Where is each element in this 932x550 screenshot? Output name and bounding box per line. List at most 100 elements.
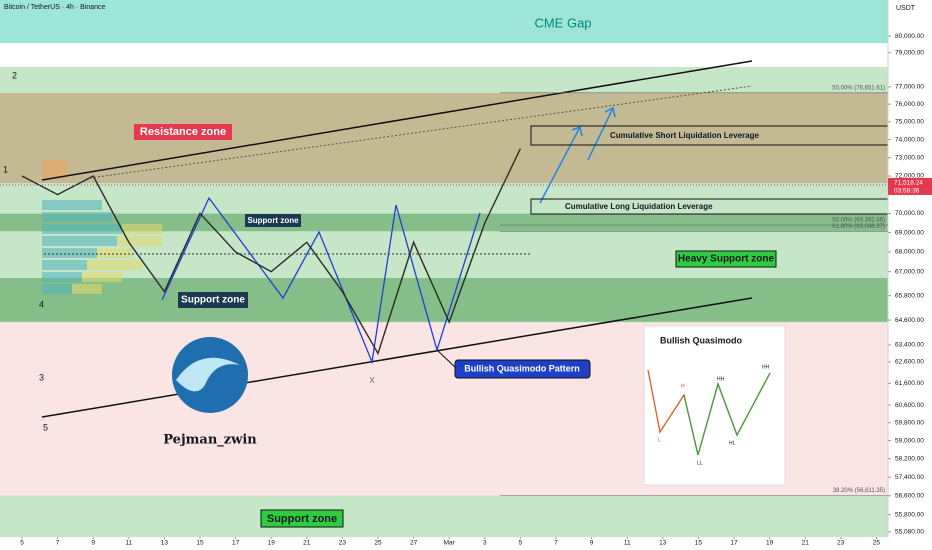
profile-bar [42,272,82,282]
y-tick-label: 80,000.00 [895,33,924,40]
author: Pejman_zwin [163,433,257,448]
x-tick-label: 23 [837,540,845,547]
y-tick-label: 79,000.00 [895,49,924,56]
zone-label: Support zone [247,216,299,225]
profile-bar [42,224,122,234]
wave-label: 4 [39,299,44,309]
inset-title: Bullish Quasimodo [660,335,743,345]
y-tick-label: 76,000.00 [895,101,924,108]
inset-label: HH [717,376,725,382]
price-axis [888,0,932,550]
x-tick-label: 13 [659,540,667,547]
y-tick-label: 73,000.00 [895,154,924,161]
y-tick-label: 61,600.00 [895,380,924,387]
zone-label: CME Gap [534,15,591,30]
y-tick-label: 65,800.00 [895,292,924,299]
profile-bar [42,160,67,180]
label-box [260,509,344,528]
x-tick-label: 3 [483,540,487,547]
annotation: Cumulative Short Liquidation Leverage [610,131,759,140]
wave-label: 3 [39,372,44,382]
profile-bar [87,260,142,270]
last-price-box [888,177,932,195]
y-tick-label: 77,000.00 [895,84,924,91]
fib-label: 50.00% (69,392.86) [832,218,885,224]
currency: USDT [896,5,916,12]
annotation: Bullish Quasimodo Pattern [464,363,580,373]
x-tick-label: 17 [730,540,738,547]
zone [0,213,888,232]
zone-label: Support zone [181,295,245,306]
y-tick-label: 58,200.00 [895,455,924,462]
y-tick-label: 67,000.00 [895,268,924,275]
x-tick-label: 25 [873,540,881,547]
label-box [178,292,248,308]
y-tick-label: 70,000.00 [895,210,924,217]
y-tick-label: 57,400.00 [895,474,924,481]
x-tick-label: 9 [590,540,594,547]
inset-label: HL [729,440,736,446]
logo-wave [176,357,240,392]
profile-bar [42,212,112,222]
zone [0,278,888,322]
y-tick-label: 55,080.00 [895,529,924,536]
trend-line [41,297,753,418]
y-tick-label: 63,400.00 [895,342,924,349]
profile-bar [97,248,132,258]
annotation: Cumulative Long Liquidation Leverage [565,202,713,211]
x-tick-label: 19 [268,540,276,547]
x-tick-label: 21 [303,540,311,547]
label-box [245,214,301,227]
y-tick-label: 56,600.00 [895,492,924,499]
wave-label: 2 [12,70,17,80]
zone [0,0,888,44]
wave-label: 1 [3,164,8,174]
arrow-head [571,125,583,137]
trend-line [41,60,753,181]
y-tick-label: 69,000.00 [895,229,924,236]
zone [0,495,888,537]
profile-bar [122,224,162,234]
inset-label: LL [697,460,703,466]
y-tick-label: 68,000.00 [895,249,924,256]
profile-bar [72,284,102,294]
inset-label: L [658,437,661,443]
price-line [21,148,522,356]
x-tick-label: 15 [695,540,703,547]
profile-bar [42,284,72,294]
x-tick-label: 7 [554,540,558,547]
inset-label: H [681,383,685,389]
y-tick-label: 59,800.00 [895,419,924,426]
profile-bar [82,272,122,282]
inset [643,325,786,486]
y-tick-label: 74,000.00 [895,136,924,143]
x-tick-label: 5 [519,540,523,547]
trend-line-dotted [89,85,753,179]
y-tick-label: 55,800.00 [895,511,924,518]
zone-label: Support zone [267,513,337,525]
wave-label: 5 [43,422,48,432]
fib-label: 61.80% (69,048.37) [832,224,885,230]
fib-label: 38.20% (56,611.35) [833,488,885,494]
countdown: 03:58:36 [894,188,920,195]
x-tick-label: 5 [20,540,24,547]
label-box [134,124,232,140]
volume-profile [42,160,162,294]
x-tick-label: 11 [125,540,132,547]
point-label: X [369,376,375,385]
y-tick-label: 60,600.00 [895,402,924,409]
zone-label: Heavy Support zone [678,254,775,265]
x-tick-label: 15 [196,540,204,547]
inset-label: HH [762,364,770,370]
label-box [454,359,591,379]
profile-bar [42,260,87,270]
x-tick-label: 17 [232,540,240,547]
x-tick-label: 13 [161,540,169,547]
zone-label: Resistance zone [140,126,226,138]
x-tick-label: 11 [624,540,631,547]
y-tick-label: 59,000.00 [895,437,924,444]
x-tick-label: 27 [410,540,418,547]
